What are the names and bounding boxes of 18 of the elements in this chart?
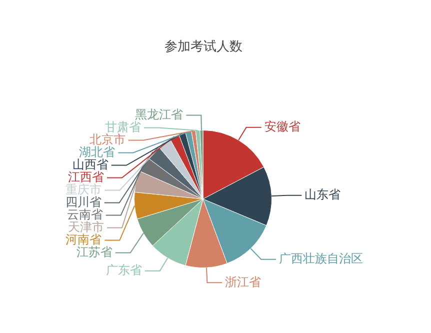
slice-label: 湖北省: [79, 144, 116, 159]
slice-label: 山东省: [304, 187, 341, 202]
slice-label: 江西省: [68, 170, 104, 184]
slice-label: 重庆市: [66, 182, 102, 196]
slice-label: 云南省: [66, 207, 103, 222]
slice-label: 河南省: [66, 232, 102, 246]
slice-label: 天津市: [68, 220, 104, 234]
slice-label: 安徽省: [264, 119, 300, 134]
chart-title: 参加考试人数: [164, 39, 242, 54]
slice-label: 山西省: [72, 157, 108, 172]
slice-label: 广东省: [106, 262, 142, 277]
slice-label: 黑龙江省: [135, 107, 184, 122]
slice-label: 北京市: [89, 132, 126, 146]
slice-label: 广西壮族自治区: [279, 251, 364, 266]
slice-label: 浙江省: [225, 274, 262, 289]
slice-label: 江苏省: [76, 244, 112, 259]
slice-label: 四川省: [65, 194, 102, 209]
slice-label: 甘肃省: [104, 120, 141, 134]
